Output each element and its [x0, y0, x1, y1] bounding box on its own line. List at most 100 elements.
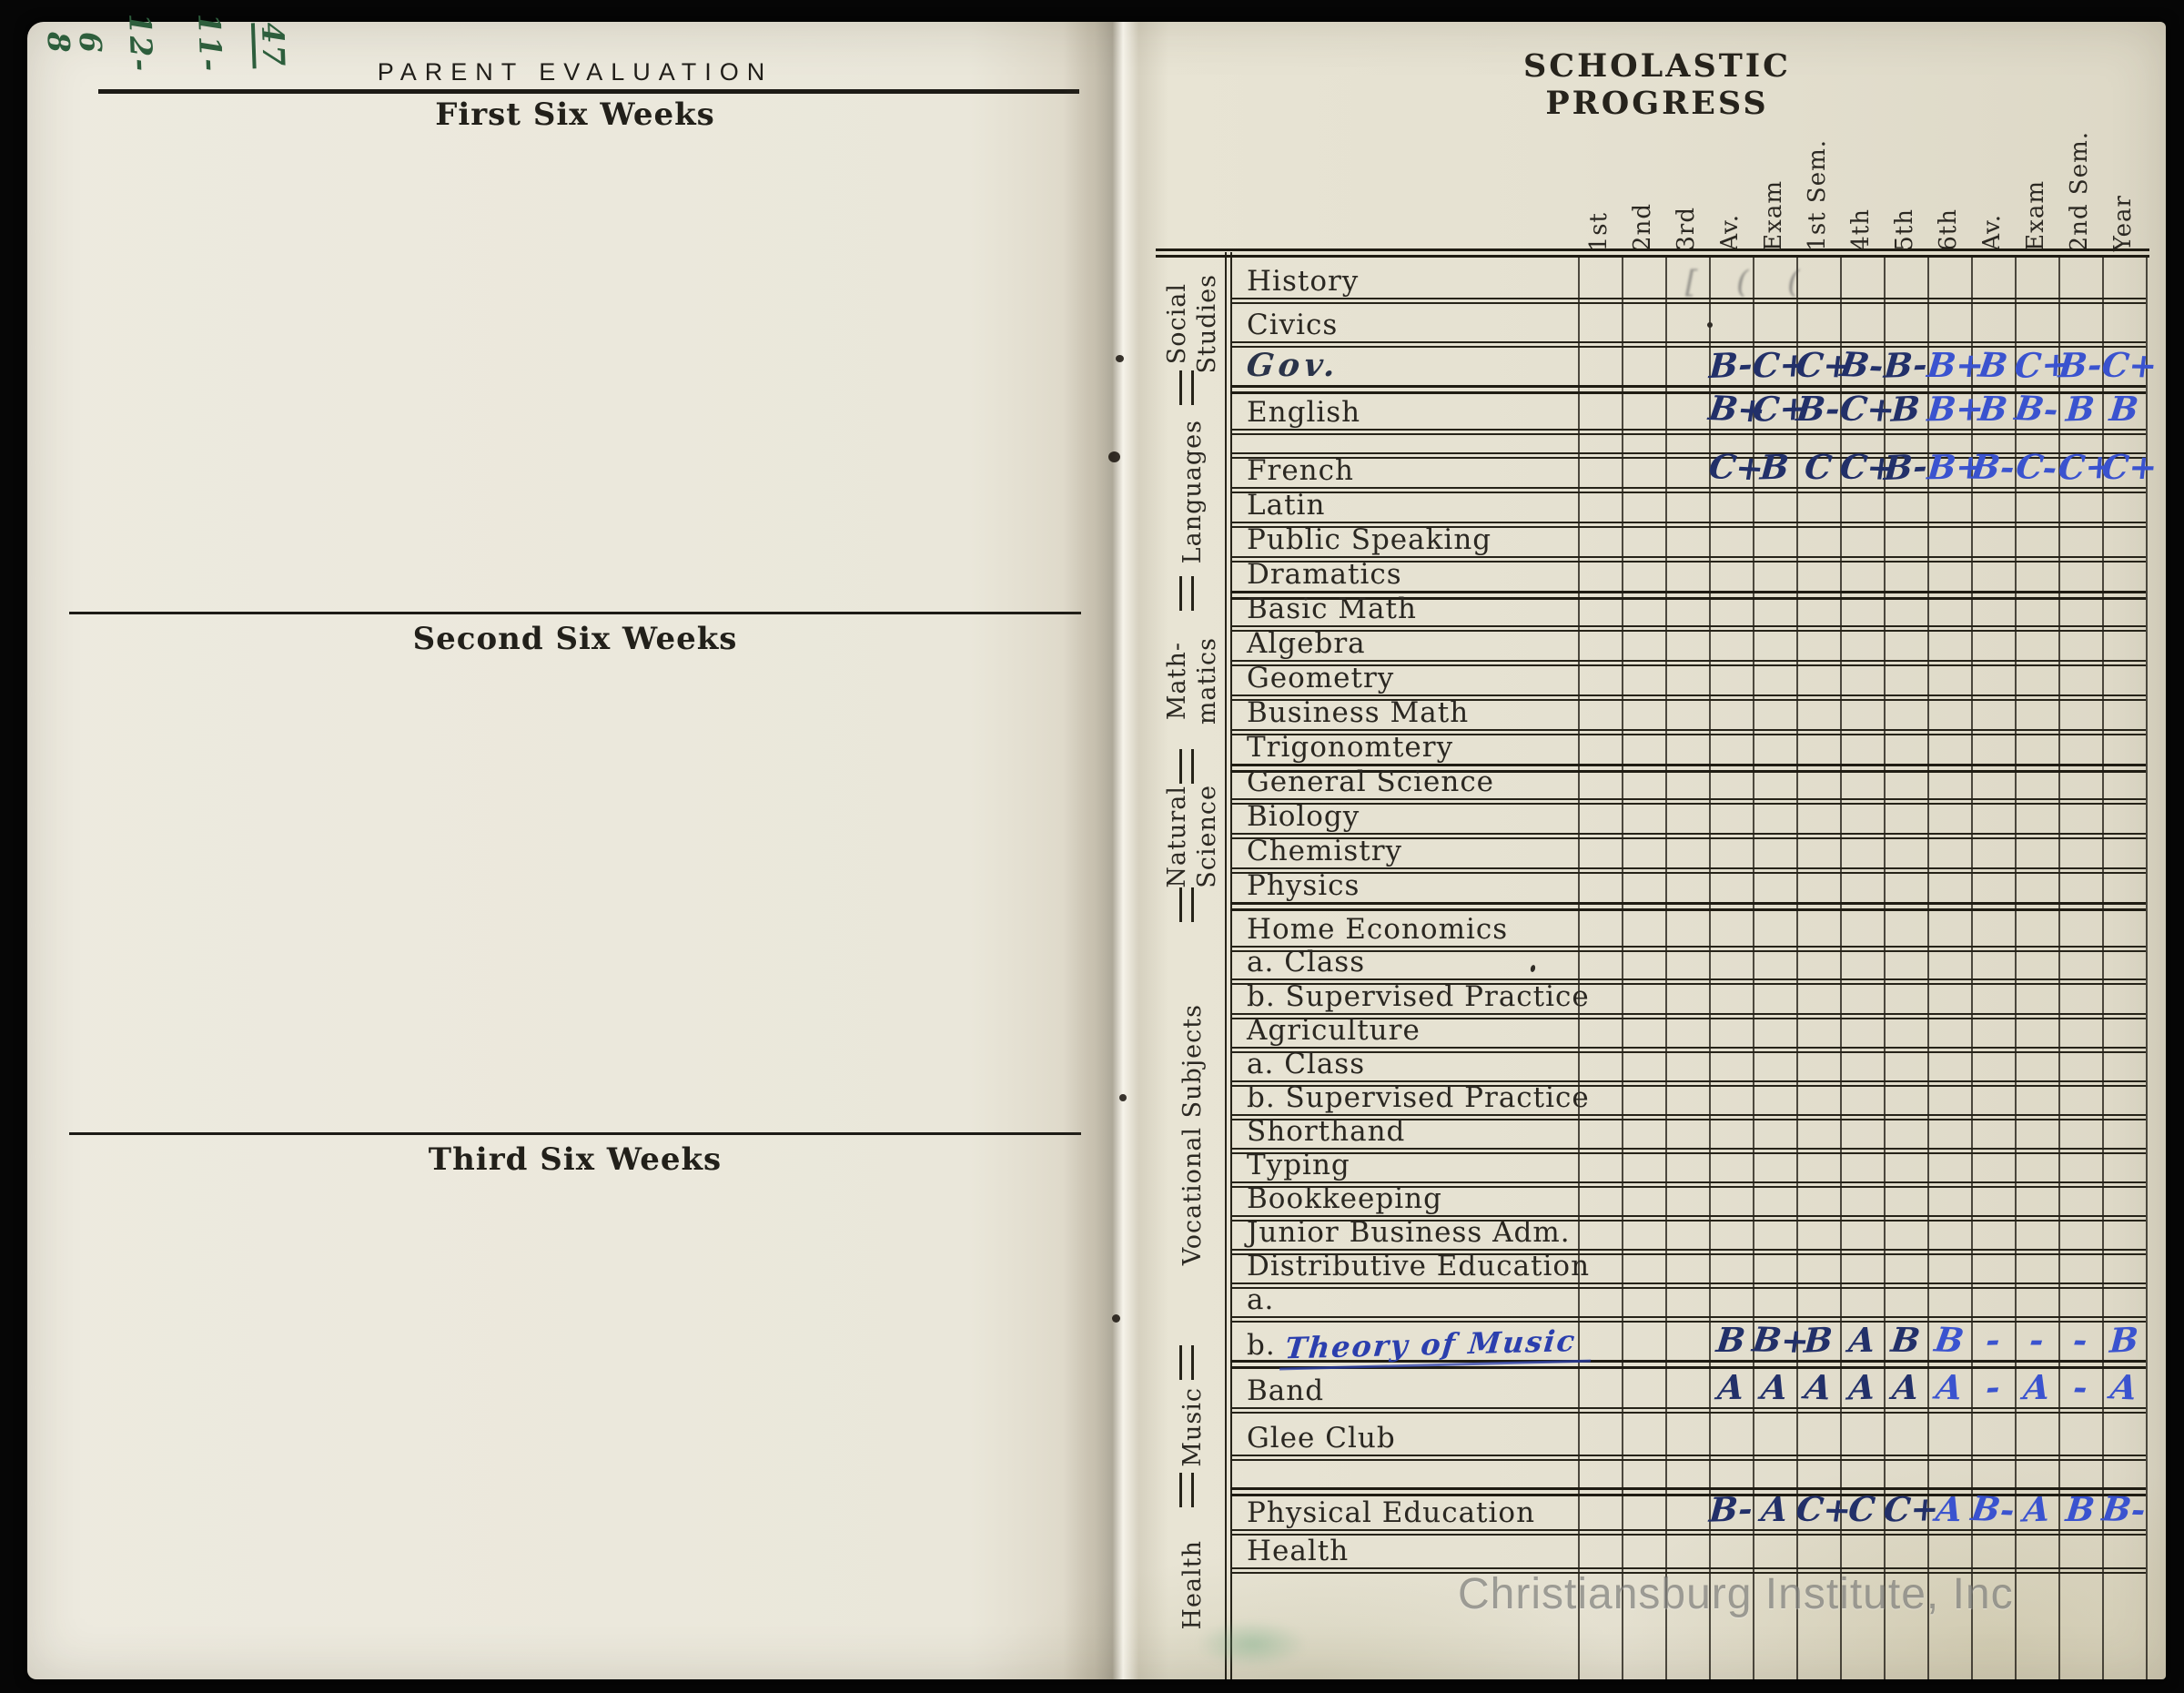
grade-cell: C+: [2057, 445, 2116, 488]
grade-cell: A: [2022, 1488, 2052, 1530]
table-top-border: [1156, 248, 2149, 258]
grade-cell: A: [1715, 1366, 1746, 1408]
grade-cell: B-: [1882, 445, 1929, 489]
subject-row-bookkeeping: Bookkeeping: [1247, 1182, 1442, 1215]
section-label-line: Studies: [1193, 274, 1221, 374]
subject-row-history: History: [1247, 265, 1360, 298]
grade-cell: B-: [1707, 343, 1754, 387]
column-header-av-: Av.: [1716, 214, 1744, 251]
corner-note-token: 47: [251, 21, 292, 69]
report-card-paper: 8 6 12- 11- 47 PARENT EVALUATION First Six W…: [27, 13, 2166, 1679]
subject-row-b-supervised-practice: b. Supervised Practice: [1247, 980, 1590, 1013]
fold-speck: [1108, 451, 1120, 462]
corner-note-token: 11-: [190, 12, 228, 74]
section-label-social-studies: Social Studies: [1159, 259, 1225, 389]
row-rule: [1230, 522, 2146, 528]
table-left-border: [1225, 252, 1232, 1679]
grade-cell: B-: [2099, 1488, 2149, 1530]
grade-cell: A: [1846, 1319, 1877, 1361]
section-label-line: Natural: [1163, 785, 1191, 888]
grade-cell: B: [1803, 1319, 1835, 1361]
subject-row-band: Band: [1247, 1374, 1325, 1407]
column-header-4th: 4th: [1847, 208, 1875, 251]
row-rule: [1230, 1316, 2146, 1323]
second-six-weeks-rule: [69, 612, 1081, 614]
subject-row-algebra: Algebra: [1247, 627, 1366, 660]
row-rule: [1230, 1148, 2146, 1154]
subject-row-basic-math: Basic Math: [1247, 593, 1417, 625]
grade-cell: B-: [1795, 389, 1843, 429]
grade-cell: B-: [1707, 1488, 1754, 1530]
grade-cell: C+: [1751, 387, 1810, 430]
grade-cell: B: [1888, 1319, 1923, 1361]
parent-evaluation-title: PARENT EVALUATION: [377, 58, 774, 86]
subject-row-civics: Civics: [1247, 309, 1339, 341]
section-label-line: Vocational Subjects: [1178, 1003, 1207, 1266]
row-rule: [1230, 1455, 2146, 1461]
subject-row-a: a.: [1247, 1283, 1275, 1316]
grade-cell: B: [1714, 1320, 1748, 1360]
grade-cell: B: [1758, 446, 1791, 488]
column-header-year: Year: [2109, 194, 2137, 251]
subject-row-general-science: General Science: [1247, 765, 1495, 798]
grade-cell: B: [1890, 388, 1922, 430]
row-rule: [1230, 729, 2146, 735]
grade-cell: B+: [1926, 388, 1987, 430]
grade-cell: -: [2027, 1320, 2047, 1360]
row-rule: [1230, 1013, 2146, 1019]
subject-row-b: b. Theory of Music: [1247, 1323, 1594, 1371]
column-header-exam: Exam: [1760, 180, 1787, 251]
grade-cell: A: [1759, 1366, 1791, 1408]
second-six-weeks-heading: Second Six Weeks: [412, 621, 738, 657]
row-rule: [1230, 1407, 2146, 1414]
section-label-math-matics: Math-matics: [1159, 594, 1225, 767]
subject-row-physics: Physics: [1247, 869, 1360, 902]
column-header-2nd-sem-: 2nd Sem.: [2066, 130, 2093, 251]
row-rule: [1230, 385, 2146, 394]
column-headers: 1st 2nd 3rd Av. Exam 1st Sem. 4th 5th 6th Av. Exam…: [1578, 73, 2151, 253]
column-header-exam: Exam: [2022, 180, 2049, 251]
row-rule: [1230, 429, 2146, 435]
subject-row-junior-business-adm: Junior Business Adm.: [1247, 1216, 1571, 1249]
subject-row-b-supervised-practice: b. Supervised Practice: [1247, 1081, 1590, 1114]
section-label-line: Math-: [1163, 641, 1191, 721]
row-rule: [1230, 1080, 2146, 1087]
grade-cell: C+: [1705, 445, 1767, 489]
grade-cell: B+: [1750, 1319, 1813, 1362]
section-label-line: Science: [1193, 785, 1221, 888]
third-six-weeks-heading: Third Six Weeks: [428, 1141, 723, 1178]
section-label-natural-science: Natural Science: [1159, 767, 1225, 906]
grade-cell: C+: [1751, 344, 1810, 386]
grade-cell: C+: [2099, 344, 2160, 386]
column-header-5th: 5th: [1891, 208, 1918, 251]
grade-cell: A: [1934, 1488, 1966, 1530]
column-header-6th: 6th: [1935, 208, 1962, 251]
grade-cell: B: [1976, 344, 2010, 386]
section-divider-mark: [1179, 1345, 1194, 1380]
grade-cell: A: [2108, 1366, 2140, 1408]
grade-cell: B-: [2012, 387, 2061, 431]
grade-cell: A: [1759, 1489, 1790, 1529]
subject-row-shorthand: Shorthand: [1247, 1115, 1406, 1148]
row-rule: [1230, 1567, 2146, 1574]
grade-cell: A: [1933, 1366, 1966, 1408]
grade-cell: C+: [1794, 1488, 1855, 1531]
row-rule: [1230, 833, 2146, 839]
subject-row-latin: Latin: [1247, 489, 1326, 522]
column-header-3rd: 3rd: [1673, 207, 1700, 251]
subject-row-business-math: Business Math: [1247, 696, 1470, 729]
row-rule: [1230, 341, 2146, 348]
row-rule: [1230, 798, 2146, 805]
grade-cell: C: [1846, 1488, 1877, 1530]
grade-cell: C+: [1882, 1488, 1941, 1530]
grade-cell: B+: [1926, 446, 1987, 488]
subject-row-a-class: a. Class: [1247, 1048, 1366, 1080]
grade-cell: A: [2021, 1366, 2052, 1408]
row-rule: [1230, 764, 2146, 773]
section-label-line: Music: [1178, 1387, 1207, 1467]
corner-note-token: 6: [72, 31, 109, 56]
column-header-1st: 1st: [1585, 211, 1613, 251]
grade-cell: B-: [2057, 344, 2104, 386]
grade-cell: C+: [1837, 388, 1898, 431]
